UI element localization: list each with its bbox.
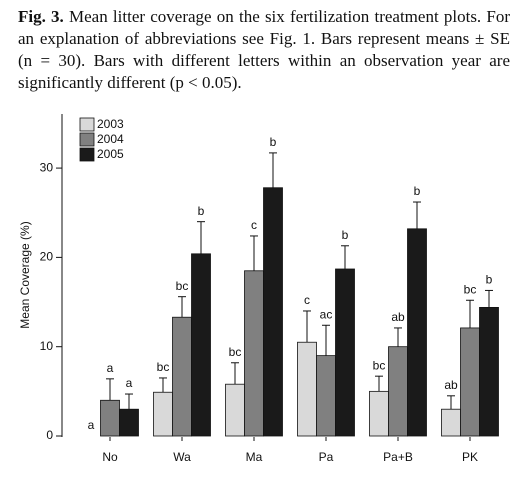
x-tick-label: Pa <box>319 450 334 464</box>
significance-letter: c <box>251 218 257 232</box>
bar <box>119 408 139 437</box>
x-tick-label: Wa <box>173 450 191 464</box>
significance-letter: bc <box>157 360 170 374</box>
x-tick-label: PK <box>462 450 478 464</box>
significance-letter: b <box>342 228 349 242</box>
bar <box>297 341 317 437</box>
x-tick-label: No <box>102 450 118 464</box>
bar <box>100 399 120 437</box>
significance-letter: ab <box>444 378 458 392</box>
caption-label: Fig. 3. <box>18 7 64 26</box>
y-tick-label: 0 <box>46 428 53 442</box>
bar <box>172 316 192 437</box>
legend-label: 2004 <box>97 132 124 146</box>
bar <box>407 228 427 437</box>
bar <box>316 355 336 437</box>
significance-letter: bc <box>464 282 477 296</box>
bar <box>460 327 480 437</box>
bar <box>388 346 408 437</box>
bar <box>335 268 355 437</box>
legend-swatch <box>79 132 95 147</box>
significance-letter: b <box>198 204 205 218</box>
legend-label: 2005 <box>97 147 124 161</box>
x-tick-label: Pa+B <box>383 450 413 464</box>
significance-letter: a <box>126 376 133 390</box>
bar <box>225 383 245 437</box>
x-tick-label: Ma <box>246 450 263 464</box>
caption: Fig. 3. Mean litter coverage on the six … <box>18 6 510 94</box>
significance-letter: b <box>414 184 421 198</box>
significance-letter: bc <box>176 279 189 293</box>
y-tick-label: 30 <box>40 160 54 174</box>
significance-letter: bc <box>373 358 386 372</box>
significance-letter: b <box>486 273 493 287</box>
caption-text: Mean litter coverage on the six fertiliz… <box>18 7 511 92</box>
bar <box>244 270 264 437</box>
significance-letter: ac <box>320 307 333 321</box>
legend-swatch <box>79 117 95 132</box>
significance-letter: a <box>107 361 114 375</box>
legend-label: 2003 <box>97 117 124 131</box>
significance-letter: b <box>270 135 277 149</box>
significance-letter: a <box>88 418 95 432</box>
bar <box>441 408 461 437</box>
bar <box>479 306 499 437</box>
significance-letter: bc <box>229 345 242 359</box>
significance-letter: c <box>304 293 310 307</box>
legend-swatch <box>79 147 95 162</box>
bar <box>191 253 211 437</box>
bar <box>153 391 173 437</box>
y-tick-label: 20 <box>40 250 54 264</box>
y-tick-label: 10 <box>40 339 54 353</box>
y-axis-label: Mean Coverage (%) <box>18 221 32 328</box>
significance-letter: ab <box>391 310 405 324</box>
bar <box>263 187 283 437</box>
bar <box>369 390 389 437</box>
